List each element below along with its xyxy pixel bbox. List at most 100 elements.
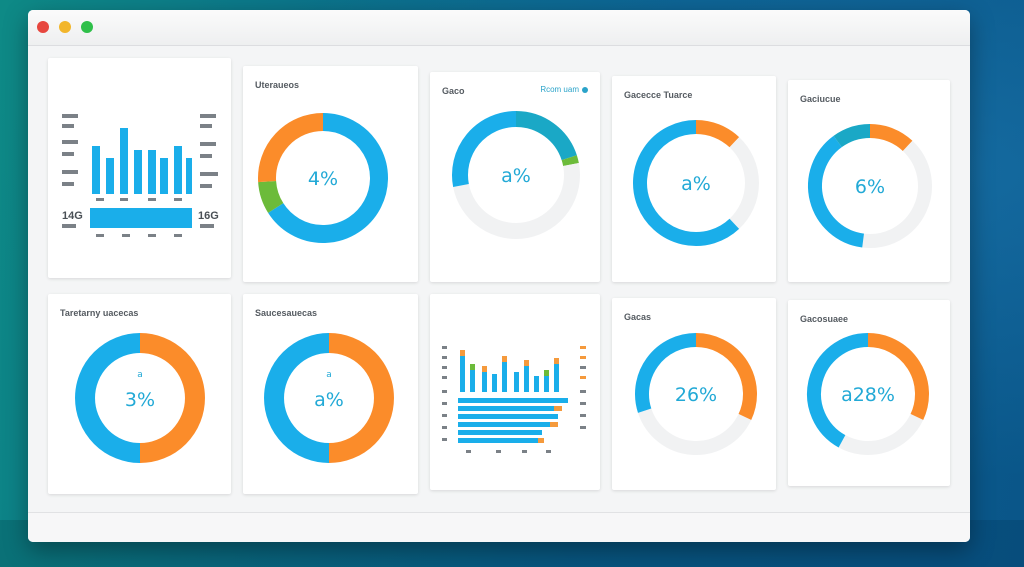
tick-mark <box>120 198 128 201</box>
axis-label-mark <box>580 376 586 379</box>
card-link[interactable]: Rcom uam <box>540 85 588 94</box>
donut-card-5[interactable]: Taretarny uacecas a 3% <box>48 294 231 494</box>
close-window-button[interactable] <box>37 21 49 33</box>
right-axis-labels <box>580 346 586 429</box>
card-title: Taretarny uacecas <box>60 308 139 318</box>
column-segment <box>482 366 487 372</box>
row-bar <box>458 422 550 427</box>
axis-label-mark <box>442 438 447 441</box>
axis-label-mark <box>62 140 78 144</box>
bar <box>120 128 128 194</box>
bar <box>148 150 156 194</box>
row-bar-segment <box>550 422 558 427</box>
minimize-window-button[interactable] <box>59 21 71 33</box>
donut-small-label: a <box>326 370 332 380</box>
donut-slice <box>139 333 205 463</box>
tick-mark <box>96 234 104 237</box>
donut-slice <box>452 111 517 187</box>
dashboard-window: 14G 16G Uteraueos 4% Gaco Rcom uam a% Ga… <box>28 10 970 542</box>
axis-label-mark <box>442 390 447 393</box>
donut-slice <box>328 333 394 463</box>
donut-slice <box>258 113 324 183</box>
axis-label-mark <box>442 402 447 405</box>
bar <box>134 150 142 194</box>
donut-slice <box>807 333 869 448</box>
axis-label-mark <box>442 414 447 417</box>
right-axis-labels <box>200 114 218 228</box>
stacked-bar-card[interactable] <box>430 294 600 490</box>
axis-label-mark <box>442 366 447 369</box>
card-title: Gaco <box>442 86 465 96</box>
donut-card-1[interactable]: Uteraueos 4% <box>243 66 418 282</box>
bottom-tick-marks <box>96 234 182 237</box>
donut-chart: a a% <box>264 333 394 463</box>
axis-label-mark <box>62 170 78 174</box>
donut-card-7[interactable]: Gacas 26% <box>612 298 776 490</box>
tick-mark <box>122 234 130 237</box>
axis-label-mark <box>200 172 218 176</box>
left-total-label: 14G <box>62 210 83 222</box>
column-segment <box>502 362 507 392</box>
row-bar <box>458 414 558 419</box>
donut-slice <box>833 124 871 148</box>
bar <box>92 146 100 194</box>
info-icon <box>582 86 588 93</box>
axis-label-mark <box>580 390 586 393</box>
right-total-label: 16G <box>198 210 219 222</box>
donut-chart: a% <box>633 120 759 246</box>
donut-slice <box>561 155 579 167</box>
bar <box>106 158 114 194</box>
bar <box>186 158 192 194</box>
donut-slice <box>515 111 577 161</box>
axis-label-mark <box>580 402 586 405</box>
donut-card-8[interactable]: Gacosuaee a28% <box>788 300 950 486</box>
axis-label-mark <box>580 426 586 429</box>
zoom-window-button[interactable] <box>81 21 93 33</box>
tick-mark <box>466 450 471 453</box>
donut-chart: 4% <box>258 113 388 243</box>
tick-mark <box>174 198 182 201</box>
tick-mark <box>174 234 182 237</box>
left-axis-labels <box>62 114 78 228</box>
donut-percentage: 26% <box>675 384 717 406</box>
axis-label-mark <box>442 426 447 429</box>
bar <box>174 146 182 194</box>
donut-percentage: 6% <box>855 176 885 198</box>
bar-chart-card[interactable]: 14G 16G <box>48 58 231 278</box>
donut-card-3[interactable]: Gacecce Tuarce a% <box>612 76 776 282</box>
column-segment <box>460 350 465 356</box>
axis-label-mark <box>442 356 447 359</box>
column-segment <box>470 364 475 370</box>
axis-label-mark <box>62 114 78 118</box>
donut-slice <box>862 140 932 248</box>
axis-label-mark <box>580 366 586 369</box>
donut-slice <box>258 180 284 213</box>
tick-mark <box>148 198 156 201</box>
donut-card-6[interactable]: Saucesauecas a a% <box>243 294 418 494</box>
column-segment <box>554 364 559 392</box>
column-segment <box>502 356 507 362</box>
bars <box>92 128 192 194</box>
donut-slice <box>268 113 388 243</box>
axis-label-mark <box>200 142 216 146</box>
tick-mark <box>96 198 104 201</box>
card-title: Uteraueos <box>255 80 300 90</box>
donut-slice <box>75 333 141 463</box>
axis-label-mark <box>62 224 76 228</box>
row-bar-segment <box>554 406 562 411</box>
stacked-columns <box>460 350 559 392</box>
donut-card-4[interactable]: Gaciucue 6% <box>788 80 950 282</box>
donut-percentage: 3% <box>125 389 155 411</box>
window-footer <box>28 512 970 542</box>
donut-percentage: a% <box>314 389 344 411</box>
card-title: Gaciucue <box>800 94 841 104</box>
column-segment <box>524 366 529 392</box>
column-segment <box>554 358 559 364</box>
donut-card-2[interactable]: Gaco Rcom uam a% <box>430 72 600 282</box>
axis-label-mark <box>62 182 74 186</box>
column-segment <box>460 356 465 392</box>
bottom-tick-marks <box>466 450 551 453</box>
stacked-bar-chart <box>442 346 586 453</box>
donut-slice <box>867 333 929 420</box>
axis-label-mark <box>442 376 447 379</box>
